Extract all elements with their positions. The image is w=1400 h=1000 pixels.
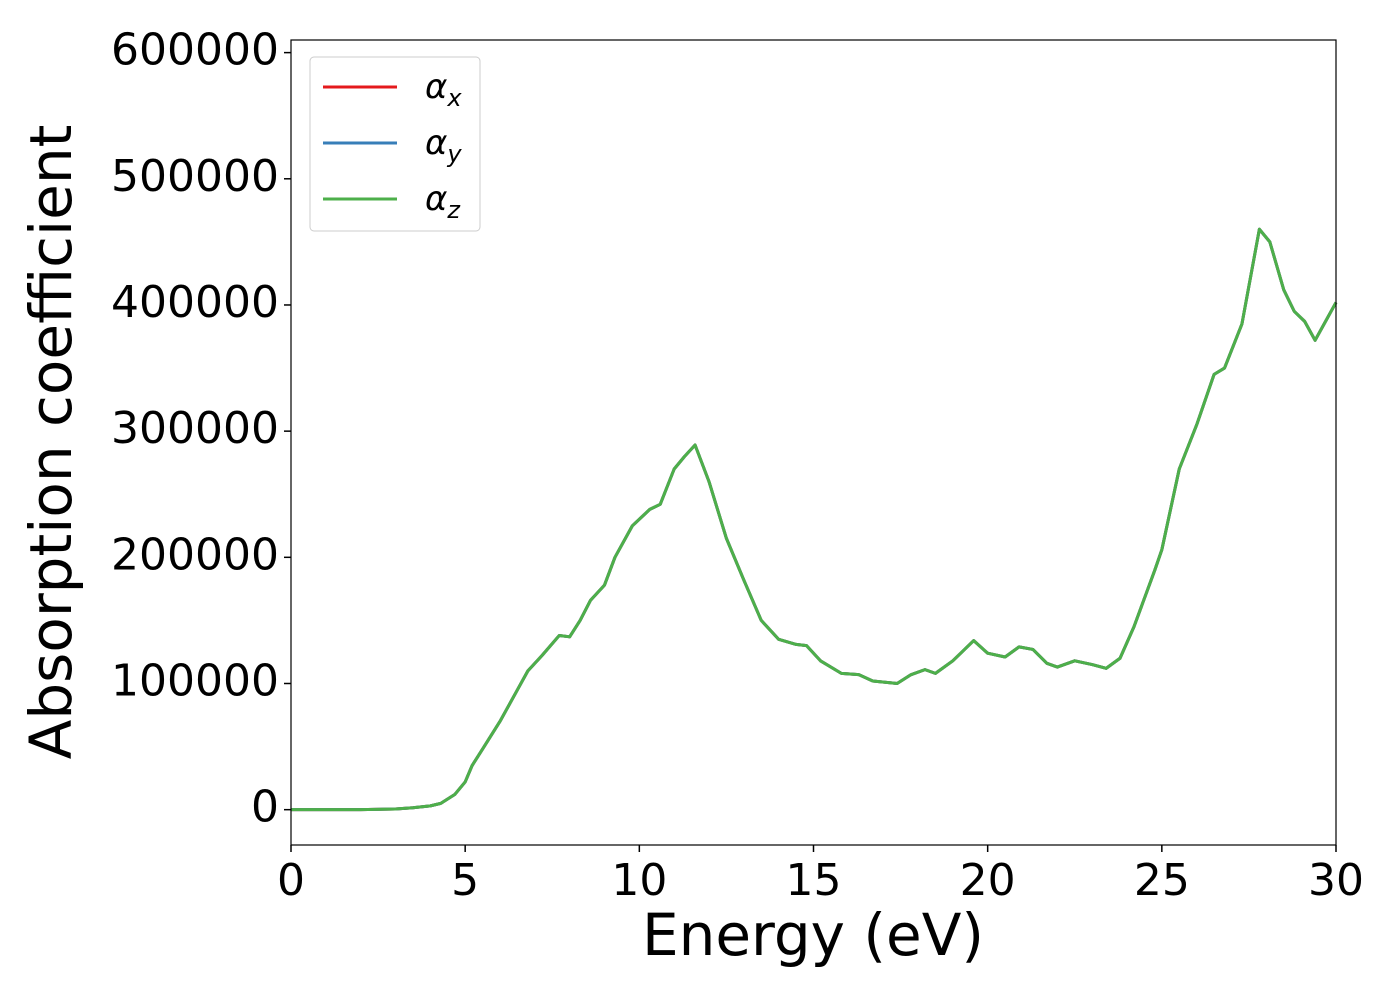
- plot-frame: [290, 39, 1337, 846]
- y-tick-label: 600000: [111, 25, 279, 76]
- x-tick-label: 25: [1134, 855, 1190, 906]
- data-line: [291, 227, 1338, 812]
- y-tick-label: 200000: [111, 529, 279, 580]
- y-axis-label: Absorption coefficient: [17, 125, 85, 760]
- x-tick-label: 0: [277, 855, 305, 906]
- y-tick-label: 400000: [111, 277, 279, 328]
- y-tick-label: 300000: [111, 403, 279, 454]
- x-tick-label: 30: [1308, 855, 1364, 906]
- x-tick-label: 15: [786, 855, 842, 906]
- legend-label: αx: [425, 67, 462, 112]
- y-tick-label: 500000: [111, 151, 279, 202]
- data-line: [291, 227, 1338, 812]
- y-tick-label: 0: [251, 782, 279, 833]
- legend-label: αz: [425, 179, 461, 224]
- y-tick-label: 100000: [111, 655, 279, 706]
- x-tick-label: 20: [960, 855, 1016, 906]
- data-line: [291, 227, 1338, 812]
- x-axis-label: Energy (eV): [642, 901, 984, 969]
- legend-label: αy: [425, 123, 462, 168]
- legend: αx αy αz: [309, 56, 481, 232]
- x-tick-label: 5: [451, 855, 479, 906]
- x-tick-label: 10: [611, 855, 667, 906]
